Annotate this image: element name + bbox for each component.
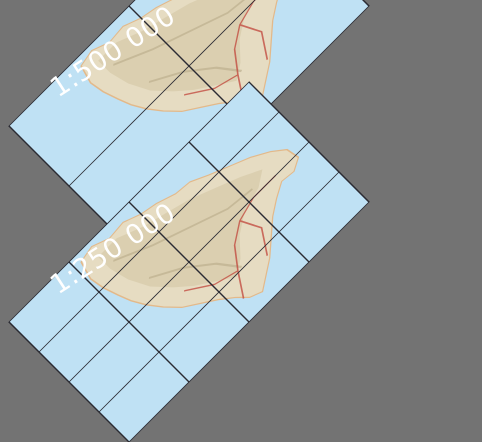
tile-level-lower <box>9 82 369 442</box>
tile-border <box>8 81 370 442</box>
grid-line-horizontal <box>68 141 310 383</box>
grid-line-vertical <box>188 141 310 263</box>
grid-line-horizontal <box>98 171 340 413</box>
grid-line-horizontal <box>68 0 310 187</box>
tile-grid <box>38 111 340 413</box>
